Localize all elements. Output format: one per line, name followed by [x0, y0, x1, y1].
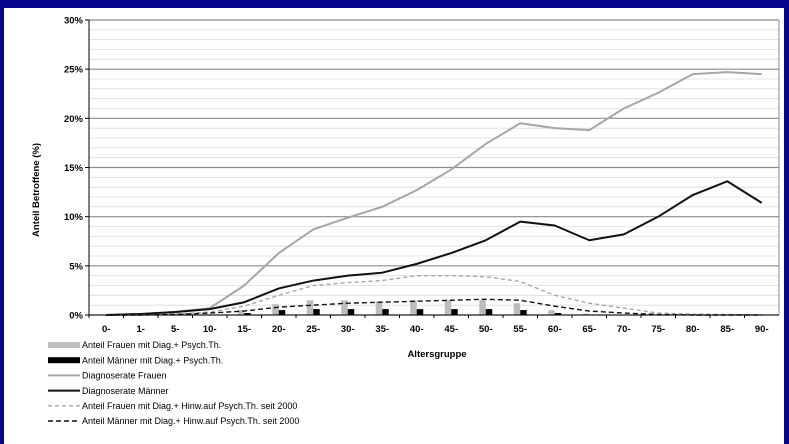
y-tick-label: 0% [69, 311, 83, 322]
x-axis-label: Altersgruppe [407, 349, 466, 360]
series-line-2 [106, 180, 763, 316]
bar-women [341, 300, 348, 315]
legend-label: Diagnoserate Männer [82, 386, 169, 396]
legend-label: Anteil Frauen mit Diag.+ Psych.Th. [82, 340, 221, 350]
x-tick-label: 10- [203, 324, 217, 335]
x-tick-label: 20- [272, 324, 286, 335]
y-axis-label: Anteil Betroffene (%) [31, 143, 42, 237]
bar-women [479, 300, 486, 315]
x-tick-label: 70- [617, 324, 631, 335]
x-tick-label: 50- [479, 324, 493, 335]
x-axis-ticks: 0- 1- 5- 10- 15- 20- 25- 30- 35- 40- 45- 50- 55- 60- 6… [88, 315, 769, 335]
y-tick-label: 15% [64, 163, 84, 174]
legend-label: Anteil Männer mit Diag.+ Hinw.auf Psych.… [82, 416, 299, 426]
legend-label: Anteil Männer mit Diag.+ Psych.Th. [82, 355, 223, 365]
bar-women [548, 310, 555, 315]
x-tick-label: 5- [171, 324, 179, 335]
x-tick-label: 30- [341, 324, 355, 335]
x-tick-label: 60- [548, 324, 562, 335]
bar-men [382, 309, 389, 315]
chart: 0% 5% 10% 15% 20% 25% 30% 0- 1- 5- 10- 15- 20- 25- 30… [31, 16, 780, 426]
bars [168, 300, 631, 315]
bar-women [582, 313, 590, 315]
y-tick-label: 10% [64, 212, 84, 223]
chart-panel: 0% 5% 10% 15% 20% 25% 30% 0- 1- 5- 10- 15- 20- 25- 30… [4, 8, 784, 444]
bar-men [313, 309, 320, 315]
x-tick-label: 15- [237, 324, 251, 335]
legend-label: Anteil Frauen mit Diag.+ Hinw.auf Psych.… [82, 401, 297, 411]
y-tick-label: 5% [69, 261, 83, 272]
bar-women [375, 301, 383, 315]
bar-men [244, 313, 251, 315]
x-tick-label: 75- [651, 324, 665, 335]
bar-women [444, 300, 452, 315]
x-tick-label: 90- [755, 324, 769, 335]
x-tick-label: 0- [102, 324, 110, 335]
bar-women [306, 300, 314, 315]
series-line-3 [106, 274, 762, 316]
x-tick-label: 65- [582, 324, 596, 335]
bar-men [451, 309, 458, 315]
bar-women [410, 300, 417, 315]
x-tick-label: 40- [410, 324, 424, 335]
y-tick-label: 25% [64, 65, 84, 76]
legend-swatch [48, 357, 80, 364]
x-tick-label: 1- [137, 324, 145, 335]
bar-women [272, 304, 279, 315]
x-tick-label: 35- [375, 324, 389, 335]
y-axis-ticks: 0% 5% 10% 15% 20% 25% 30% [64, 16, 89, 322]
x-tick-label: 55- [513, 324, 527, 335]
legend: Anteil Frauen mit Diag.+ Psych.Th. Anteil… [48, 340, 299, 426]
bar-men [347, 309, 355, 315]
bar-women [513, 303, 521, 315]
series-line-1 [106, 71, 762, 316]
gridlines [89, 19, 780, 316]
bar-men [278, 310, 286, 315]
y-tick-label: 30% [64, 16, 84, 27]
bar-men [416, 309, 424, 315]
bar-women [237, 310, 245, 315]
x-tick-label: 85- [720, 324, 734, 335]
series-lines [106, 71, 763, 316]
x-tick-label: 45- [444, 324, 458, 335]
legend-label: Diagnoserate Frauen [82, 371, 167, 381]
y-tick-label: 20% [64, 114, 84, 125]
series-line-4 [106, 298, 762, 316]
x-tick-label: 80- [686, 324, 700, 335]
legend-swatch [48, 342, 80, 348]
bar-men [520, 310, 527, 315]
bar-men [485, 309, 493, 315]
x-tick-label: 25- [306, 324, 320, 335]
bar-men [554, 313, 562, 315]
